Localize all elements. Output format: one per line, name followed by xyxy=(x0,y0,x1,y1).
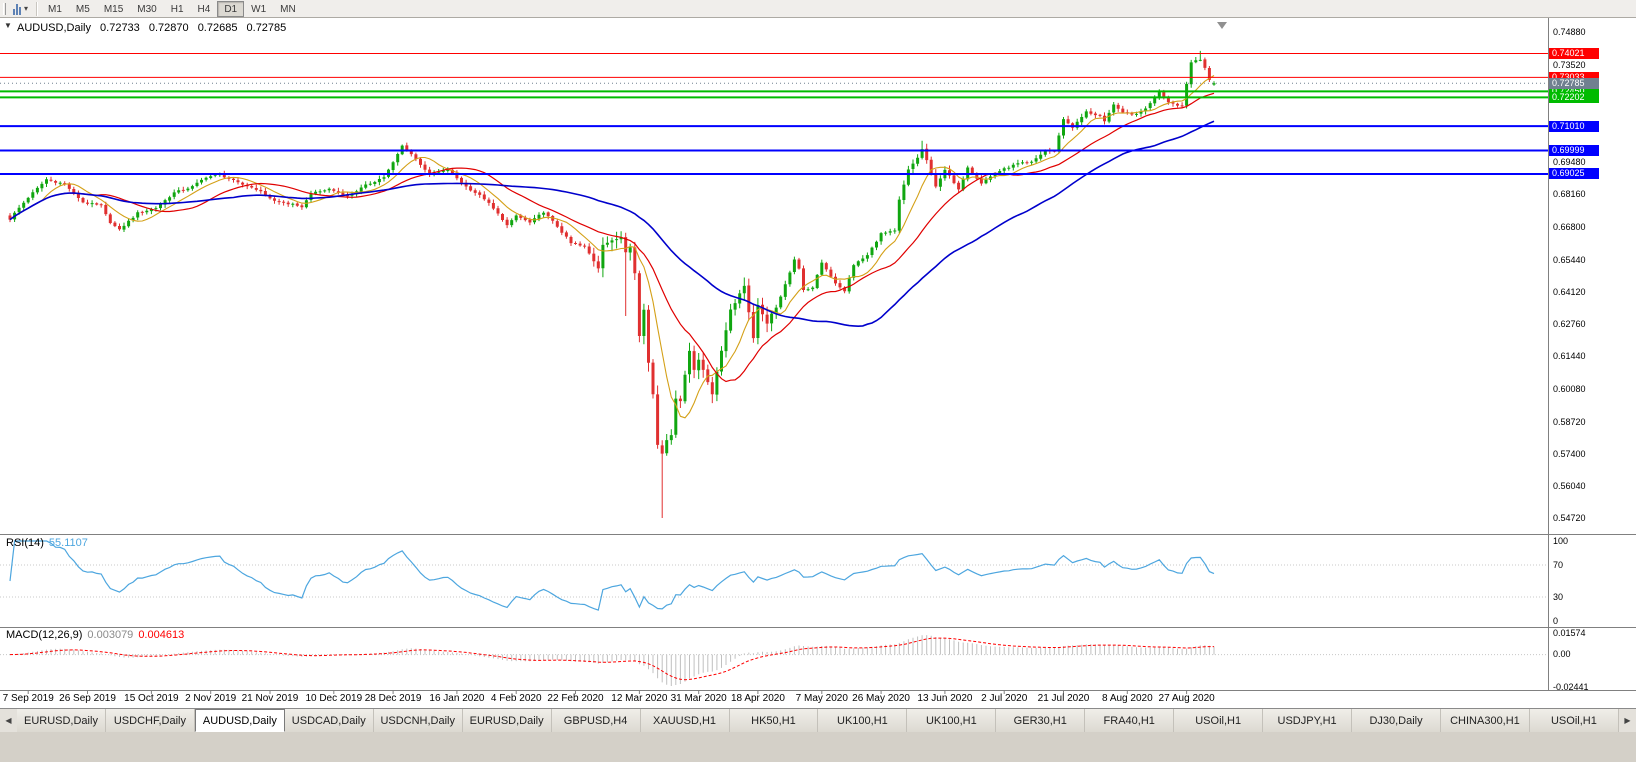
chart-tab-14-usdjpy-h1[interactable]: USDJPY,H1 xyxy=(1263,709,1353,732)
chart-tab-1-usdchf-daily[interactable]: USDCHF,Daily xyxy=(105,709,195,732)
timeframe-button-m1[interactable]: M1 xyxy=(48,3,62,15)
chart-tab-15-dj30-daily[interactable]: DJ30,Daily xyxy=(1352,709,1441,732)
chart-tab-0-eurusd-daily[interactable]: EURUSD,Daily xyxy=(17,709,106,732)
chart-tab-16-china300-h1[interactable]: CHINA300,H1 xyxy=(1441,709,1530,732)
chart-tab-10-uk100-h1[interactable]: UK100,H1 xyxy=(907,709,997,732)
chart-tab-9-uk100-h1[interactable]: UK100,H1 xyxy=(818,709,908,732)
chart-tab-13-usoil-h1[interactable]: USOil,H1 xyxy=(1174,709,1264,732)
macd-signal-line xyxy=(9,637,1214,681)
price-line-badge-0.72450[interactable]: 0.72450 xyxy=(1549,85,1599,97)
chart-tab-11-ger30-h1[interactable]: GER30,H1 xyxy=(996,709,1086,732)
toolbar-grip[interactable] xyxy=(3,2,6,15)
ma-20-line xyxy=(9,92,1215,383)
chart-tabs: EURUSD,Daily USDCHF,Daily AUDUSD,Daily USDC… xyxy=(17,709,1619,732)
chart-tab-17-usoil-h1[interactable]: USOil,H1 xyxy=(1529,709,1619,732)
candlesticks xyxy=(8,50,1216,518)
chart-tab-12-fra40-h1[interactable]: FRA40,H1 xyxy=(1085,709,1175,732)
price-line-badge-0.69999[interactable]: 0.69999 xyxy=(1549,144,1599,156)
chart-tab-6-gbpusd-h4[interactable]: GBPUSD,H4 xyxy=(551,709,641,732)
chart-type-icon[interactable] xyxy=(13,3,22,15)
chart-tab-7-xauusd-h1[interactable]: XAUUSD,H1 xyxy=(640,709,730,732)
toolbar-separator xyxy=(36,1,38,16)
bid-price-badge: 0.72785 xyxy=(1549,77,1599,89)
timeframe-button-m5[interactable]: M5 xyxy=(75,3,90,15)
horizontal-line-objects xyxy=(0,53,1548,175)
chart-tab-3-usdcad-daily[interactable]: USDCAD,Daily xyxy=(284,709,374,732)
chart-tab-2-audusd-daily[interactable]: AUDUSD,Daily xyxy=(194,709,285,732)
rsi-line xyxy=(9,540,1215,611)
price-line-badge-0.71010[interactable]: 0.71010 xyxy=(1549,120,1599,132)
tab-scroll-left-button[interactable]: ◀ xyxy=(0,709,17,732)
chart-shift-marker[interactable] xyxy=(1217,22,1227,29)
chart-tab-5-eurusd-daily[interactable]: EURUSD,Daily xyxy=(462,709,552,732)
timeframe-button-d1[interactable]: D1 xyxy=(217,0,245,17)
timeframe-button-m15[interactable]: M15 xyxy=(103,3,124,15)
timeframe-button-mn[interactable]: MN xyxy=(280,3,296,15)
ma-50-line xyxy=(9,120,1215,328)
timeframe-button-m30[interactable]: M30 xyxy=(137,3,157,15)
price-line-badge-0.69025[interactable]: 0.69025 xyxy=(1549,168,1599,180)
chart-tab-8-hk50-h1[interactable]: HK50,H1 xyxy=(729,709,819,732)
timeframe-button-h4[interactable]: H4 xyxy=(197,3,211,15)
timeframe-buttons: M1 M5 M15 M30 H1 H4 D1 W1 MN xyxy=(41,0,303,18)
status-strip xyxy=(0,732,1636,762)
price-line-badge-0.73033[interactable]: 0.73033 xyxy=(1549,71,1599,83)
dropdown-caret-icon[interactable]: ▾ xyxy=(24,3,29,13)
one-click-trading-arrow[interactable]: ▼ xyxy=(4,21,12,30)
macd-histogram xyxy=(14,635,1215,686)
price-line-badge-0.72202[interactable]: 0.72202 xyxy=(1549,91,1599,103)
tab-scroll-right-button[interactable]: ▶ xyxy=(1619,709,1636,732)
time-axis-ticks xyxy=(27,691,1188,694)
price-line-badge-0.74021[interactable]: 0.74021 xyxy=(1549,48,1599,60)
timeframes-toolbar: ▾ M1 M5 M15 M30 H1 H4 D1 W1 MN xyxy=(0,0,1636,18)
timeframe-button-h1[interactable]: H1 xyxy=(170,3,184,15)
chart-tab-4-usdcnh-daily[interactable]: USDCNH,Daily xyxy=(373,709,463,732)
rsi-pane xyxy=(0,540,1548,611)
chart-tab-bar: ◀ EURUSD,Daily USDCHF,Daily AUDUSD,Daily US… xyxy=(0,708,1636,732)
chart-canvas[interactable] xyxy=(0,0,1636,708)
timeframe-button-w1[interactable]: W1 xyxy=(251,3,267,15)
macd-pane xyxy=(0,635,1548,686)
